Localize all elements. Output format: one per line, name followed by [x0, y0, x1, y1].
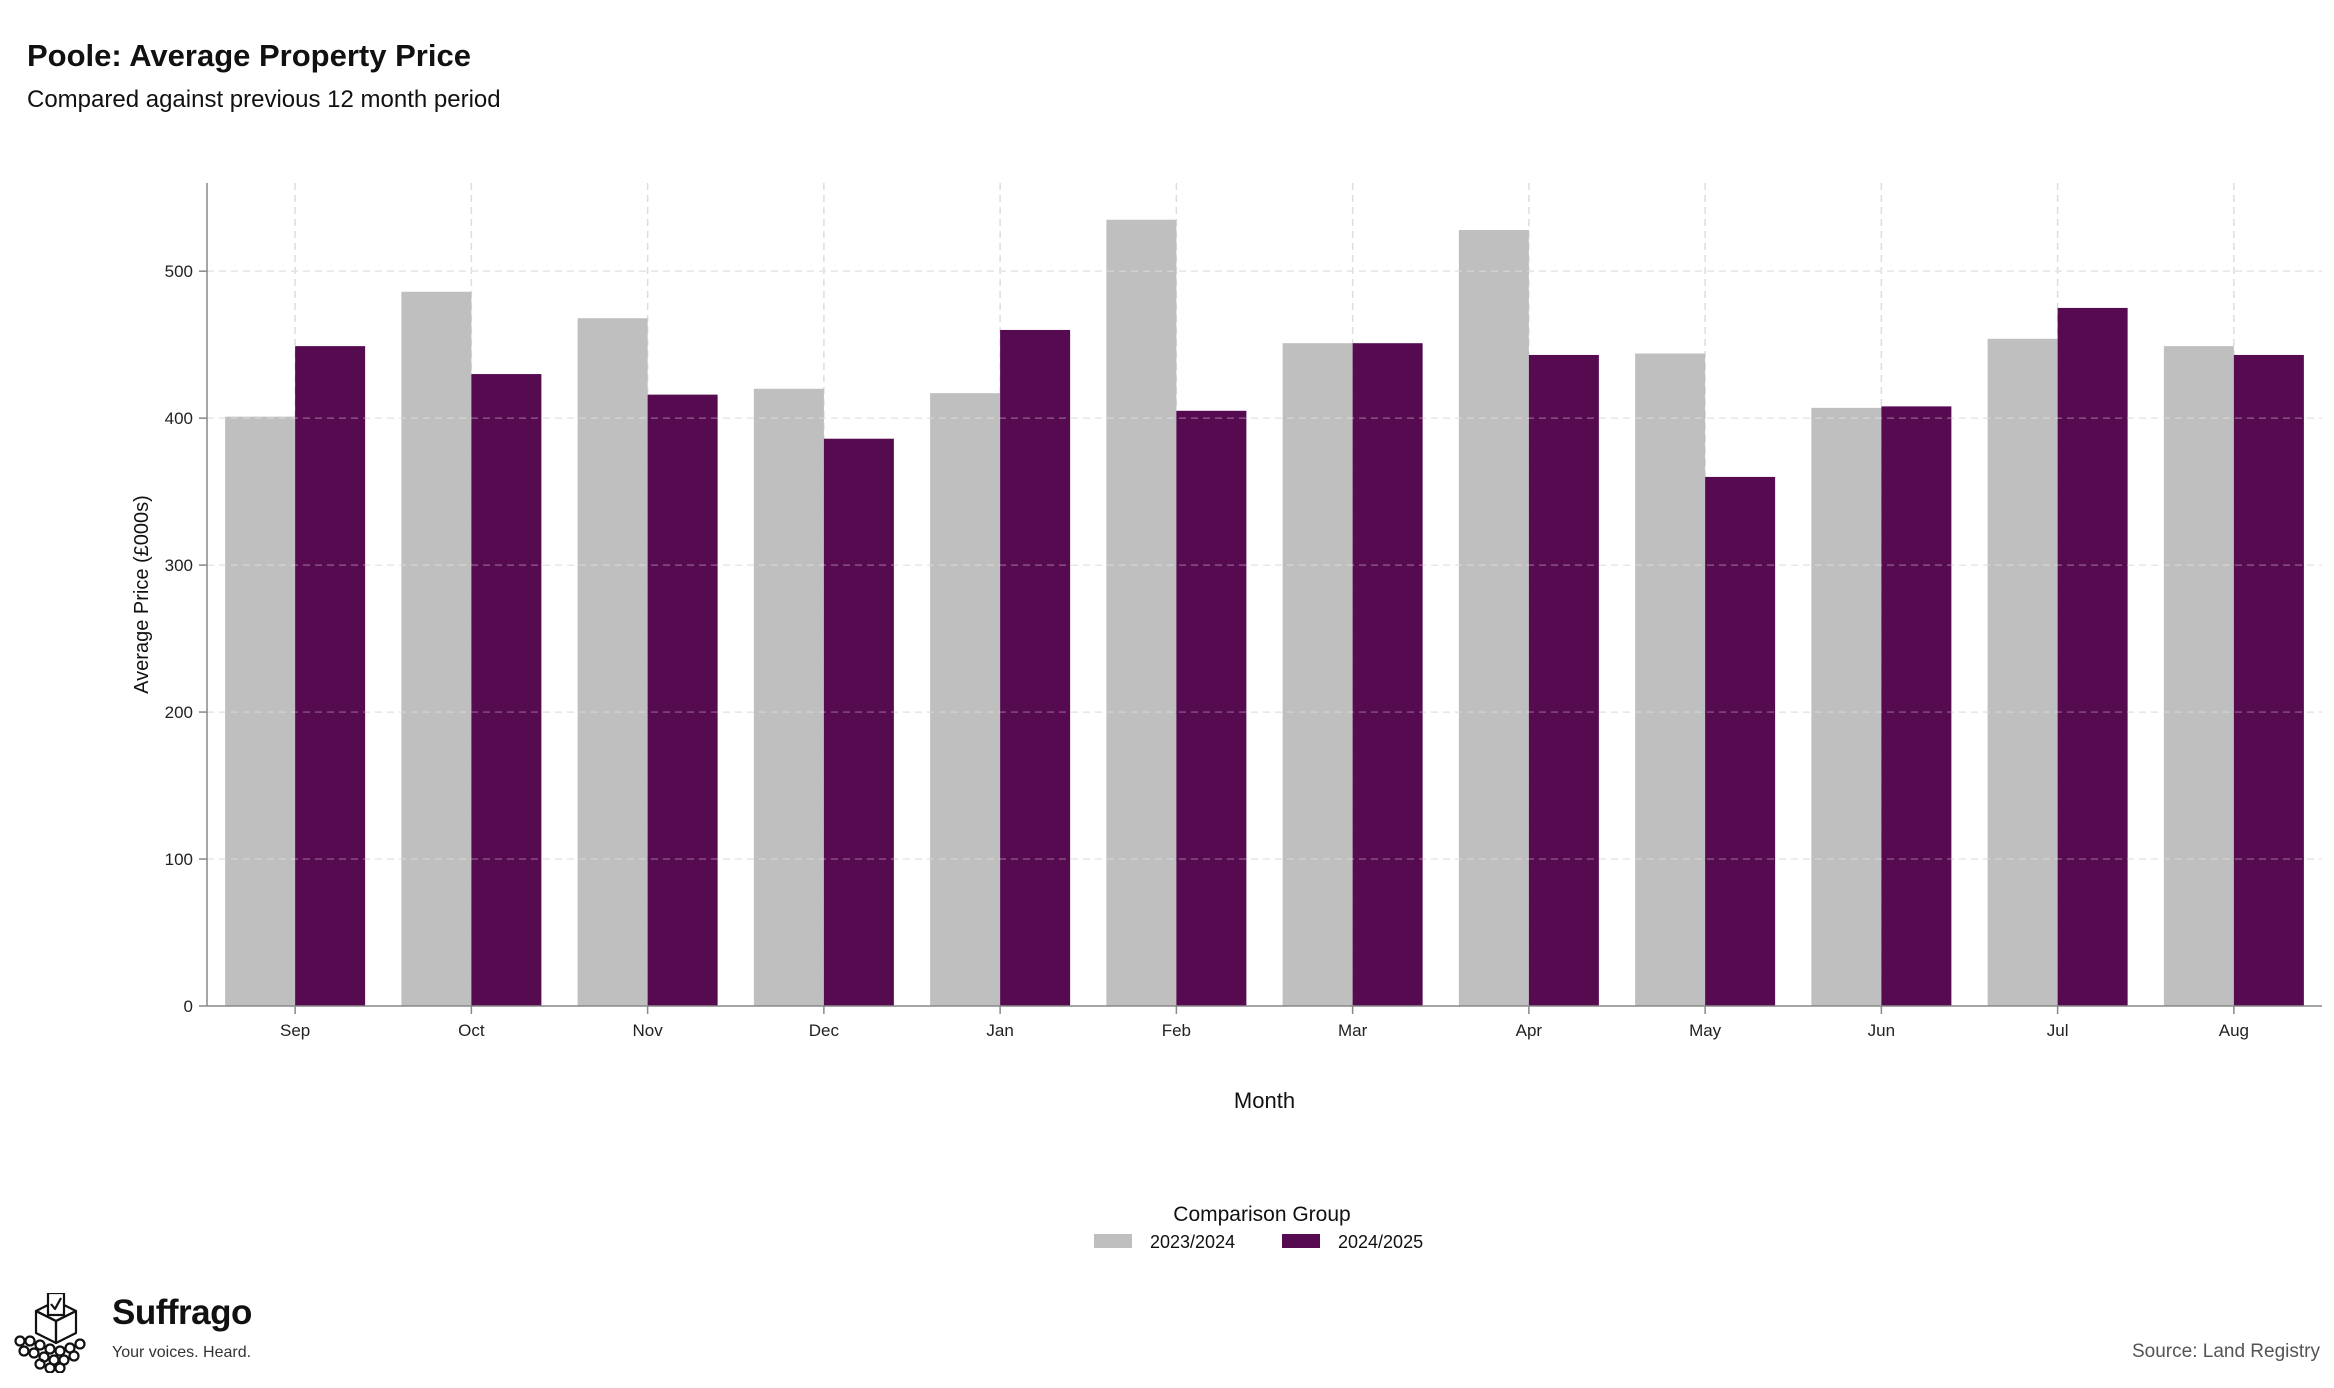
bar-jul-2024-2025 — [2057, 307, 2128, 1006]
legend-label: 2023/2024 — [1150, 1232, 1235, 1252]
suffrago-logo: Suffrago Your voices. Heard. — [14, 1293, 274, 1373]
bar-jan-2023-2024 — [930, 393, 1001, 1006]
bar-apr-2023-2024 — [1458, 230, 1529, 1006]
bar-sep-2024-2025 — [295, 346, 366, 1006]
bars — [207, 219, 2322, 1007]
bar-mar-2024-2025 — [1352, 343, 1423, 1007]
x-tick-label: Mar — [1338, 1021, 1368, 1040]
source-note: Source: Land Registry — [2132, 1341, 2320, 1362]
y-tick-label: 0 — [184, 997, 193, 1016]
logo-name: Suffrago — [112, 1293, 252, 1332]
legend-swatch — [1282, 1234, 1320, 1248]
logo-tagline: Your voices. Heard. — [112, 1344, 252, 1361]
bar-oct-2023-2024 — [401, 291, 472, 1007]
x-tick-label: Aug — [2219, 1021, 2249, 1040]
x-axis-title: Month — [1234, 1088, 1295, 1113]
y-tick-label: 400 — [165, 409, 193, 428]
bar-feb-2024-2025 — [1176, 410, 1247, 1006]
y-axis-title: Average Price (£000s) — [131, 495, 153, 694]
ballot-box-icon — [14, 1293, 86, 1373]
x-tick-label: Jan — [986, 1021, 1013, 1040]
axis-labels: 0 100 200 300 400 500 Sep Oct Nov Dec Jan Feb Mar Apr… — [131, 262, 2249, 1113]
bar-aug-2023-2024 — [2163, 346, 2234, 1006]
x-tick-label: May — [1689, 1021, 1722, 1040]
y-tick-label: 100 — [165, 850, 193, 869]
bar-nov-2023-2024 — [577, 318, 648, 1006]
x-tick-label: Nov — [633, 1021, 664, 1040]
legend: Comparison Group 2023/2024 2024/2025 — [1094, 1203, 1423, 1252]
bar-jul-2023-2024 — [1987, 338, 2058, 1007]
y-tick-label: 500 — [165, 262, 193, 281]
bar-jun-2024-2025 — [1881, 406, 1952, 1006]
bar-apr-2024-2025 — [1528, 354, 1599, 1006]
bar-jun-2023-2024 — [1811, 407, 1882, 1006]
bar-may-2024-2025 — [1705, 476, 1776, 1006]
bar-mar-2023-2024 — [1282, 343, 1353, 1007]
bar-sep-2023-2024 — [225, 416, 296, 1006]
legend-label: 2024/2025 — [1338, 1232, 1423, 1252]
legend-title: Comparison Group — [1173, 1203, 1350, 1226]
x-tick-label: Feb — [1162, 1021, 1191, 1040]
bar-oct-2024-2025 — [471, 374, 542, 1006]
x-tick-label: Oct — [458, 1021, 485, 1040]
y-tick-label: 200 — [165, 703, 193, 722]
y-tick-label: 300 — [165, 556, 193, 575]
chart-title: Poole: Average Property Price — [27, 38, 471, 73]
x-tick-label: Jun — [1868, 1021, 1895, 1040]
chart-subtitle: Compared against previous 12 month perio… — [27, 86, 501, 113]
bar-may-2023-2024 — [1635, 353, 1706, 1006]
x-tick-label: Sep — [280, 1021, 310, 1040]
x-tick-label: Jul — [2047, 1021, 2069, 1040]
legend-swatch — [1094, 1234, 1132, 1248]
x-tick-label: Apr — [1516, 1021, 1543, 1040]
bar-nov-2024-2025 — [647, 394, 718, 1007]
x-tick-label: Dec — [809, 1021, 840, 1040]
bar-aug-2024-2025 — [2233, 354, 2304, 1006]
bar-feb-2023-2024 — [1106, 219, 1177, 1006]
axes — [199, 183, 2322, 1014]
bar-jan-2024-2025 — [1000, 329, 1071, 1006]
bar-dec-2023-2024 — [753, 388, 824, 1006]
bar-dec-2024-2025 — [823, 438, 894, 1006]
